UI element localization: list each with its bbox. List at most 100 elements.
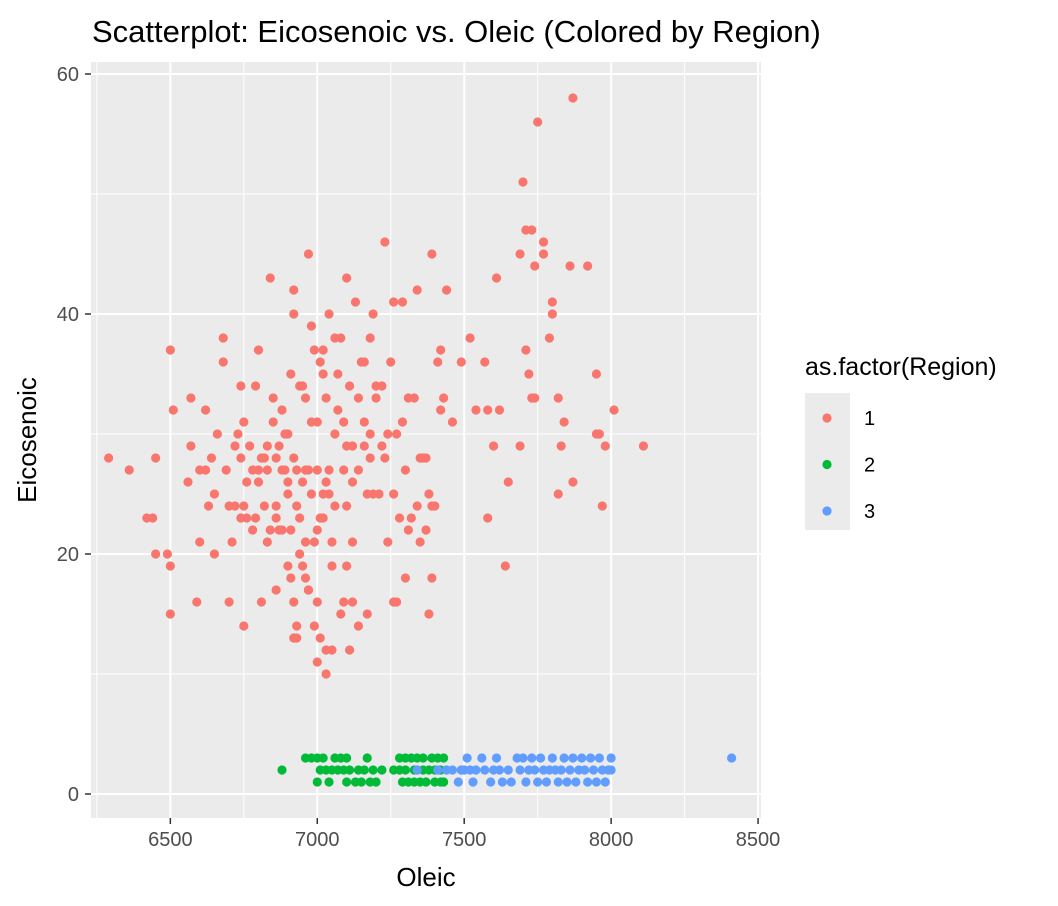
x-tick-label: 8000 — [589, 829, 634, 851]
data-point-region-1 — [286, 369, 296, 379]
data-point-region-1 — [162, 549, 173, 559]
data-point-region-1 — [553, 489, 563, 499]
data-point-region-1 — [347, 537, 358, 547]
data-point-region-1 — [397, 417, 408, 427]
data-point-region-1 — [312, 417, 322, 427]
data-point-region-1 — [271, 501, 281, 511]
data-point-region-1 — [292, 621, 302, 631]
data-point-region-3 — [562, 777, 572, 787]
data-point-region-3 — [585, 753, 596, 763]
legend-key-2 — [822, 459, 832, 470]
data-point-region-3 — [600, 777, 610, 787]
data-point-region-1 — [218, 333, 228, 343]
data-point-region-1 — [465, 333, 475, 343]
data-point-region-3 — [494, 765, 505, 775]
data-point-region-1 — [209, 489, 220, 499]
data-point-region-1 — [365, 453, 375, 463]
data-point-region-1 — [359, 441, 369, 451]
data-point-region-1 — [483, 405, 493, 415]
data-point-region-1 — [527, 225, 537, 235]
data-points — [104, 93, 737, 787]
data-point-region-1 — [568, 477, 578, 487]
data-point-region-1 — [424, 609, 434, 619]
data-point-region-1 — [259, 453, 269, 463]
data-point-region-1 — [212, 429, 222, 439]
data-point-region-1 — [374, 489, 384, 499]
data-point-region-3 — [530, 765, 540, 775]
data-point-region-1 — [544, 333, 555, 343]
data-point-region-1 — [303, 585, 314, 595]
data-point-region-1 — [312, 597, 322, 607]
data-point-region-1 — [400, 573, 411, 583]
data-point-region-1 — [347, 441, 358, 451]
data-point-region-1 — [521, 345, 531, 355]
x-tick-label: 8500 — [736, 829, 781, 851]
data-point-region-1 — [433, 357, 443, 367]
data-point-region-1 — [609, 405, 619, 415]
data-point-region-1 — [283, 489, 293, 499]
data-point-region-3 — [727, 753, 737, 763]
legend-key-1 — [822, 413, 832, 423]
data-point-region-1 — [318, 345, 328, 355]
data-point-region-1 — [168, 405, 178, 415]
data-point-region-2 — [439, 753, 449, 763]
data-point-region-2 — [418, 753, 428, 763]
data-point-region-2 — [344, 765, 355, 775]
data-point-region-1 — [330, 429, 340, 439]
data-point-region-1 — [333, 369, 343, 379]
data-point-region-1 — [239, 417, 249, 427]
data-point-region-1 — [295, 549, 305, 559]
data-point-region-1 — [547, 309, 557, 319]
data-point-region-2 — [371, 777, 381, 787]
data-point-region-3 — [606, 765, 616, 775]
data-point-region-1 — [456, 357, 466, 367]
data-point-region-2 — [312, 777, 322, 787]
data-point-region-1 — [339, 597, 349, 607]
data-point-region-1 — [124, 465, 134, 475]
data-point-region-1 — [491, 273, 502, 283]
data-point-region-1 — [297, 477, 308, 487]
data-point-region-1 — [271, 513, 281, 523]
data-point-region-3 — [591, 777, 602, 787]
data-point-region-1 — [424, 489, 434, 499]
data-point-region-1 — [224, 597, 234, 607]
data-point-region-1 — [318, 369, 328, 379]
data-point-region-3 — [583, 777, 593, 787]
data-point-region-3 — [588, 765, 599, 775]
data-point-region-1 — [236, 453, 246, 463]
data-point-region-3 — [515, 765, 525, 775]
data-point-region-1 — [439, 393, 449, 403]
data-point-region-1 — [289, 309, 299, 319]
data-point-region-1 — [253, 477, 264, 487]
data-point-region-1 — [547, 297, 557, 307]
data-point-region-2 — [356, 777, 366, 787]
data-point-region-1 — [353, 465, 364, 475]
data-point-region-1 — [406, 513, 416, 523]
data-point-region-3 — [506, 777, 516, 787]
data-point-region-3 — [568, 753, 578, 763]
data-point-region-1 — [500, 561, 510, 571]
tick-labels: 6500 7000 7500 8000 8500 0 20 40 60 — [57, 64, 781, 851]
data-point-region-3 — [471, 765, 481, 775]
data-point-region-1 — [377, 441, 387, 451]
plot-panel — [91, 62, 761, 818]
data-point-region-3 — [468, 777, 478, 787]
data-point-region-2 — [368, 765, 378, 775]
data-point-region-3 — [541, 777, 552, 787]
data-point-region-1 — [638, 441, 649, 451]
data-point-region-1 — [597, 501, 607, 511]
data-point-region-1 — [283, 429, 293, 439]
data-point-region-1 — [300, 537, 311, 547]
data-point-region-1 — [583, 261, 593, 271]
data-point-region-1 — [306, 489, 316, 499]
data-point-region-1 — [400, 465, 411, 475]
data-point-region-1 — [151, 549, 161, 559]
data-point-region-3 — [547, 753, 557, 763]
data-point-region-1 — [245, 441, 255, 451]
x-tick-label: 7000 — [295, 829, 340, 851]
data-point-region-1 — [289, 597, 299, 607]
data-point-region-1 — [565, 261, 575, 271]
data-point-region-1 — [295, 513, 305, 523]
data-point-region-1 — [350, 297, 361, 307]
data-point-region-1 — [286, 525, 296, 535]
